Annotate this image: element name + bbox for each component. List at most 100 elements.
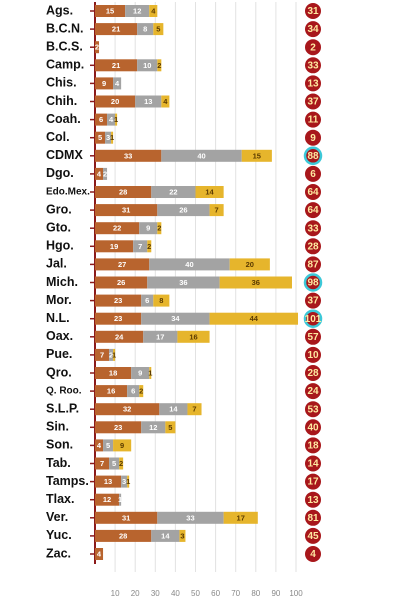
segment-label: 14 [161,531,170,540]
category-label: Tab. [46,456,71,470]
bar-segment [149,258,230,271]
segment-label: 22 [113,224,121,233]
bar-segment [165,421,176,434]
category-label: Gro. [46,202,72,216]
total-badge [305,328,321,345]
total-label: 34 [307,24,319,35]
segment-label: 8 [159,296,163,305]
segment-label: 5 [168,423,172,432]
segment-label: 1 [148,368,152,377]
bar-segment [119,457,124,470]
segment-label: 27 [118,260,126,269]
total-label: 64 [307,187,319,198]
segment-label: 2 [157,224,161,233]
total-label: 24 [307,386,319,397]
bar-segment [195,186,224,198]
segment-label: 17 [237,513,245,522]
total-label: 28 [307,241,319,252]
segment-label: 4 [151,6,156,15]
segment-label: 22 [169,187,177,196]
total-badge [305,419,321,436]
segment-label: 26 [117,278,125,287]
bar-segment [135,95,162,108]
bar-segment [109,348,114,361]
segment-label: 14 [169,405,178,414]
bar-segment [95,457,110,470]
bar-segment [95,240,134,253]
segment-label: 2 [109,350,113,359]
total-label: 88 [307,151,319,162]
total-badge [305,21,321,38]
segment-label: 28 [119,187,127,196]
total-label: 11 [308,115,319,126]
bar-segment [151,186,196,198]
segment-label: 2 [139,387,143,396]
bar-segment [103,439,114,452]
total-label: 9 [310,133,316,144]
segment-label: 12 [103,495,111,504]
segment-label: 7 [138,242,142,251]
bar-segment [127,475,130,488]
total-label: 18 [307,441,319,452]
segment-label: 7 [192,405,196,414]
segment-label: 18 [109,368,117,377]
category-label: Chih. [46,94,77,108]
segment-label: 4 [115,79,120,88]
bar-segment [219,276,292,289]
bar-segment [95,23,138,36]
bar-segment [95,186,152,198]
category-label: Mor. [46,293,72,307]
segment-label: 4 [97,441,102,450]
total-badge [305,437,321,454]
bar-segment [141,421,166,434]
segment-label: 13 [104,477,112,486]
segment-label: 12 [133,6,141,15]
segment-label: 8 [143,25,147,34]
category-label: S.L.P. [46,401,79,415]
total-label: 17 [307,477,319,488]
total-badge [303,273,323,292]
segment-label: 24 [115,332,124,341]
category-label: Son. [46,438,73,452]
segment-label: 9 [146,224,150,233]
bar-segment [149,367,152,379]
category-label: N.L. [46,311,70,325]
segment-label: 36 [252,278,260,287]
total-label: 13 [307,79,319,90]
segment-label: 9 [102,79,106,88]
bar-segment [95,59,138,72]
segment-label: 2 [147,242,151,251]
total-label: 14 [307,459,319,470]
segment-label: 15 [106,6,114,15]
category-label: Hgo. [46,239,74,253]
bar-segment [137,23,154,36]
bar-segment [149,5,158,17]
total-label: 4 [310,549,316,560]
segment-label: 5 [106,441,110,450]
total-badge [305,509,321,526]
category-label: Qro. [46,365,72,379]
category-label: Jal. [46,257,67,271]
total-badge [305,75,321,92]
total-label: 33 [307,223,319,234]
bar-segment [127,385,140,398]
x-tick-label: 60 [211,589,220,598]
segment-label: 4 [97,169,102,178]
segment-label: 2 [95,43,99,52]
total-label: 101 [305,314,322,325]
total-label: 13 [307,495,319,506]
bar-segment [95,222,140,235]
bar-segment [113,77,122,90]
category-label: Dgo. [46,166,74,180]
bar-segment [103,167,108,180]
total-label: 53 [307,404,319,415]
total-badge [305,3,321,19]
total-badge [305,39,321,56]
bar-segment [143,330,178,343]
bar-segment [95,5,126,17]
bar-segment [95,167,104,180]
x-tick-label: 90 [271,589,280,598]
category-label: Tamps. [46,474,89,488]
segment-label: 15 [253,151,261,160]
segment-label: 28 [119,531,127,540]
